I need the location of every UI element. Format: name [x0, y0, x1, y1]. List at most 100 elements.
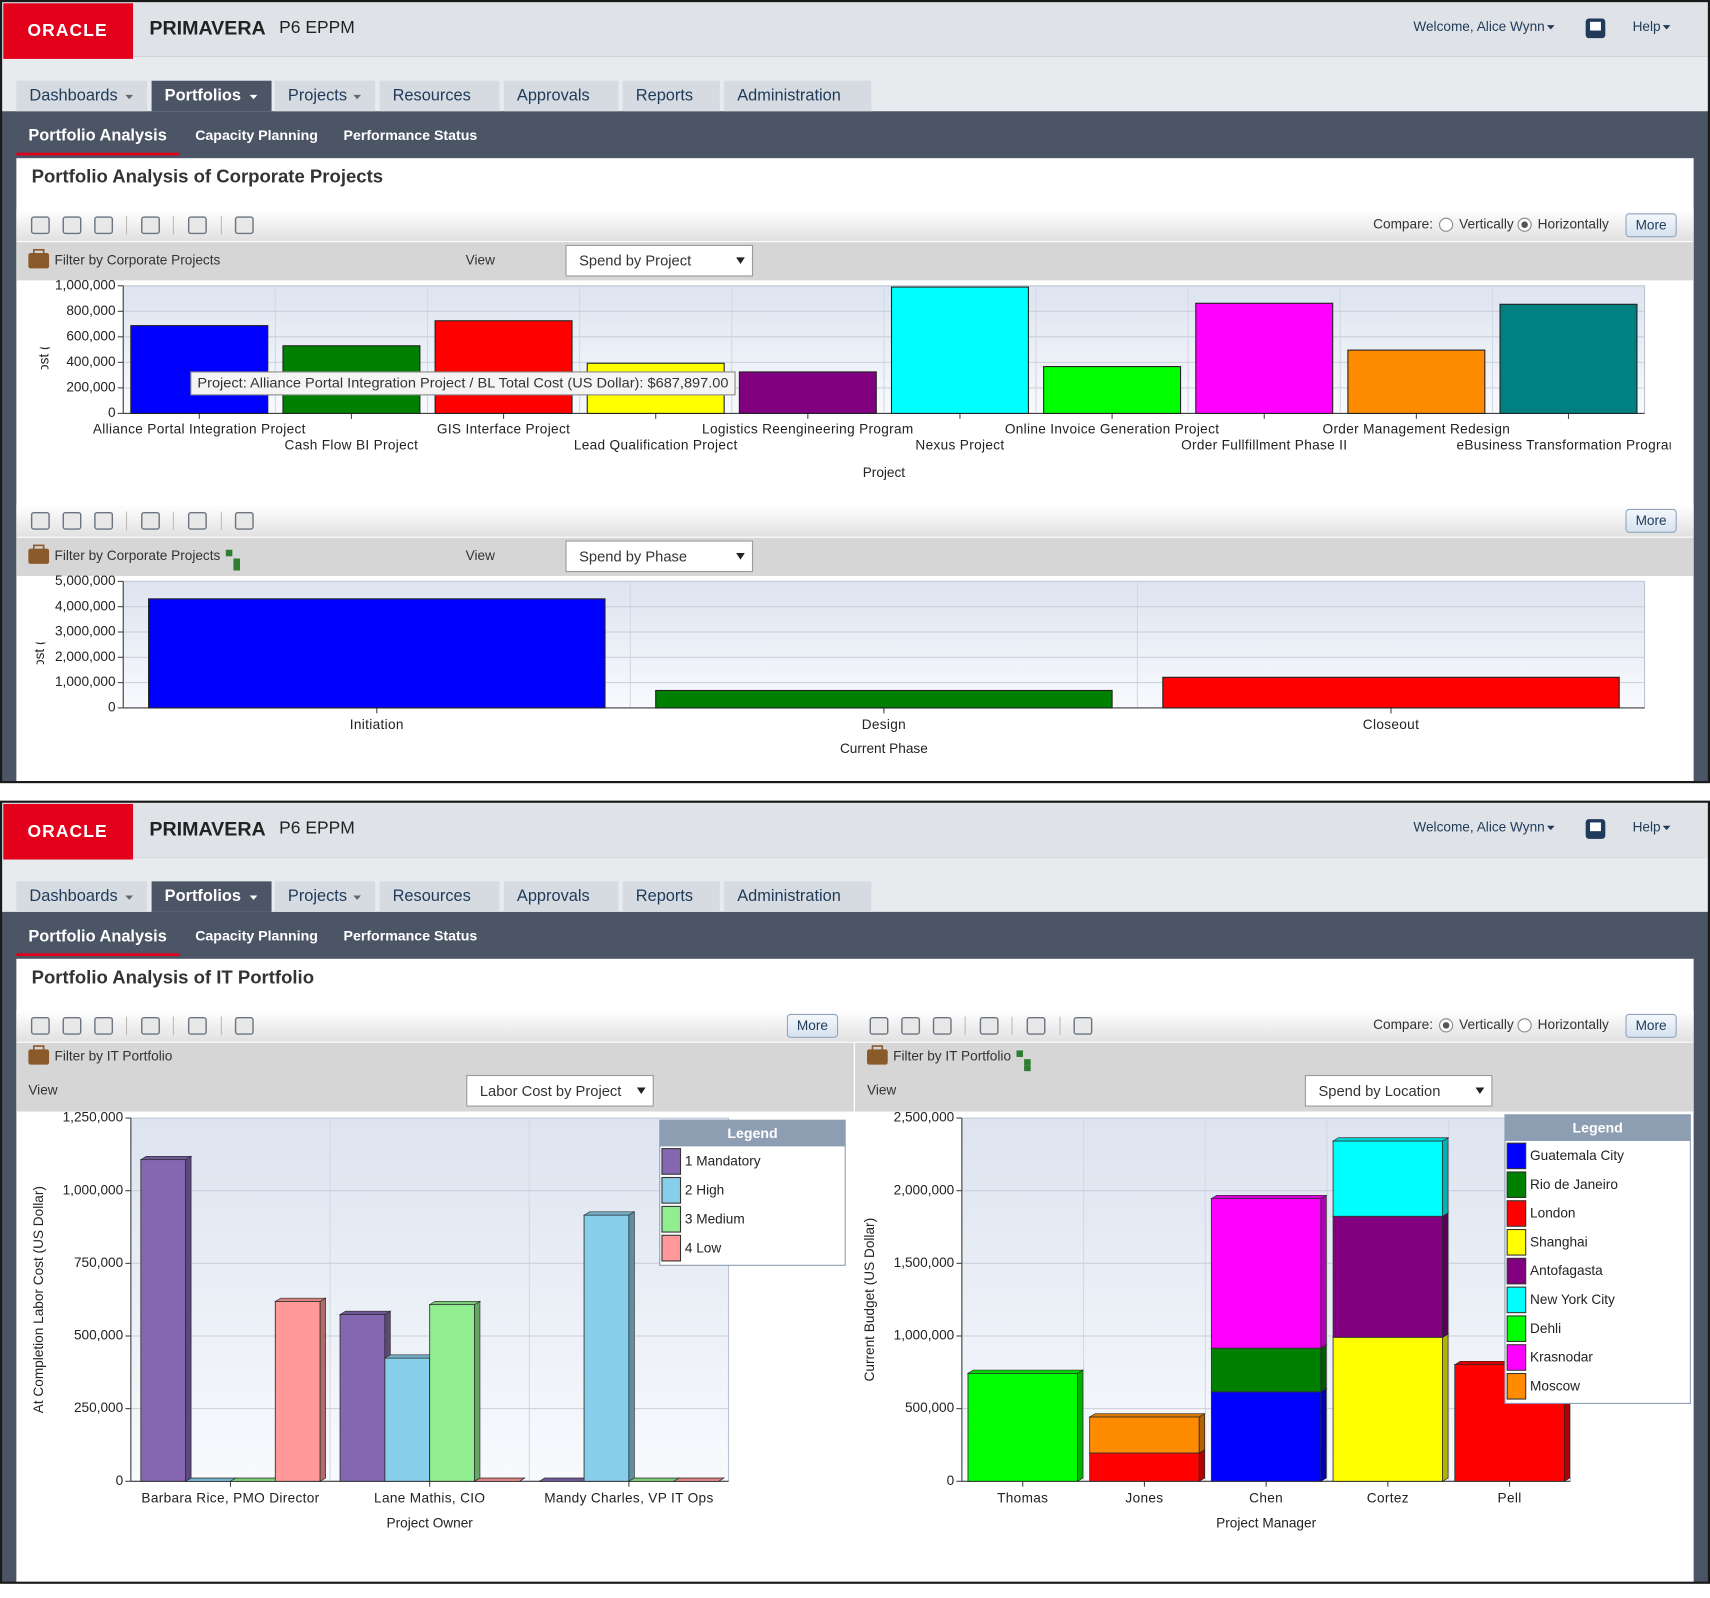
- nav-tab-label[interactable]: Administration: [737, 887, 841, 905]
- more-button-label[interactable]: More: [797, 1018, 828, 1033]
- welcome-menu[interactable]: Welcome, Alice Wynn: [1413, 19, 1544, 34]
- toolbar-icon[interactable]: [62, 1016, 82, 1035]
- nav-tab[interactable]: [16, 80, 148, 112]
- toolbar-icon[interactable]: [234, 511, 254, 530]
- toolbar-icon[interactable]: [187, 216, 207, 235]
- more-button-label[interactable]: More: [1636, 1018, 1667, 1033]
- view-select-value[interactable]: Spend by Phase: [579, 549, 687, 565]
- select-arrow: [636, 1087, 646, 1095]
- toolbar-icon[interactable]: [869, 1016, 889, 1035]
- nav-tab[interactable]: [503, 881, 619, 912]
- legend-label: 2 High: [685, 1182, 724, 1197]
- bar: [140, 1159, 187, 1482]
- compare-option[interactable]: Vertically: [1459, 216, 1514, 231]
- nav-tab-label[interactable]: Projects: [288, 887, 347, 905]
- toolbar-icon[interactable]: [30, 511, 50, 530]
- sub-tab[interactable]: Portfolio Analysis: [28, 127, 166, 145]
- welcome-menu[interactable]: Welcome, Alice Wynn: [1413, 819, 1544, 834]
- toolbar-icon[interactable]: [1073, 1016, 1093, 1035]
- more-button[interactable]: [786, 1013, 839, 1038]
- view-select[interactable]: [565, 540, 754, 573]
- filter-label[interactable]: Filter by Corporate Projects: [55, 548, 221, 563]
- bar-side: [319, 1297, 326, 1482]
- view-select[interactable]: [466, 1074, 654, 1107]
- toolbar-icon[interactable]: [94, 216, 114, 235]
- toolbar-icon[interactable]: [1026, 1016, 1046, 1035]
- sub-tab[interactable]: Capacity Planning: [195, 929, 318, 945]
- nav-tab-label[interactable]: Reports: [636, 887, 693, 905]
- toolbar-icon[interactable]: [62, 216, 82, 235]
- more-button[interactable]: [1625, 508, 1677, 533]
- help-menu[interactable]: Help: [1633, 819, 1661, 834]
- compare-option[interactable]: Vertically: [1459, 1017, 1514, 1032]
- radio-button[interactable]: [1438, 217, 1454, 232]
- view-select-value[interactable]: Spend by Location: [1318, 1084, 1440, 1100]
- nav-tab-label[interactable]: Resources: [393, 887, 471, 905]
- more-button[interactable]: [1625, 1013, 1677, 1038]
- nav-tab-label[interactable]: Reports: [636, 86, 693, 104]
- nav-tab-label[interactable]: Projects: [288, 86, 347, 104]
- x-tick-label: Order Management Redesign: [1323, 421, 1511, 436]
- nav-tab-label[interactable]: Portfolios: [165, 887, 241, 905]
- header-bar: [2, 2, 1708, 57]
- sub-tab[interactable]: Performance Status: [344, 128, 478, 144]
- nav-tab[interactable]: [16, 881, 148, 912]
- hierarchy-icon[interactable]: [225, 549, 233, 557]
- filter-label[interactable]: Filter by IT Portfolio: [55, 1049, 173, 1064]
- toolbar-icon[interactable]: [94, 511, 114, 530]
- legend-label: Antofagasta: [1530, 1263, 1603, 1278]
- sub-tab[interactable]: Portfolio Analysis: [28, 927, 166, 945]
- nav-tab[interactable]: [622, 881, 720, 912]
- nav-tab-label[interactable]: Dashboards: [29, 887, 117, 905]
- nav-tab-label[interactable]: Resources: [393, 86, 471, 104]
- view-select-value[interactable]: Spend by Project: [579, 254, 691, 270]
- view-select[interactable]: [1304, 1074, 1493, 1107]
- toolbar-icon[interactable]: [141, 511, 160, 530]
- filter-icon[interactable]: [28, 1049, 50, 1065]
- more-button-label[interactable]: More: [1636, 513, 1667, 528]
- toolbar-icon[interactable]: [234, 1016, 254, 1035]
- nav-tab-label[interactable]: Approvals: [517, 86, 590, 104]
- x-tick-label: Alliance Portal Integration Project: [93, 421, 306, 436]
- toolbar-icon[interactable]: [141, 1016, 160, 1035]
- help-menu[interactable]: Help: [1633, 19, 1661, 34]
- filter-label[interactable]: Filter by Corporate Projects: [55, 252, 221, 267]
- toolbar-icon[interactable]: [141, 216, 160, 235]
- nav-tab[interactable]: [724, 80, 872, 112]
- sub-tab-underline: [16, 953, 180, 957]
- compare-option[interactable]: Horizontally: [1538, 216, 1609, 231]
- toolbar-icon[interactable]: [234, 216, 254, 235]
- toolbar-icon[interactable]: [187, 511, 207, 530]
- nav-tab[interactable]: [379, 881, 500, 912]
- toolbar-icon[interactable]: [187, 1016, 207, 1035]
- toolbar-icon[interactable]: [901, 1016, 921, 1035]
- nav-tab-label[interactable]: Administration: [737, 86, 841, 104]
- bar-top: [1331, 1137, 1450, 1142]
- compare-option[interactable]: Horizontally: [1538, 1017, 1609, 1032]
- filter-icon[interactable]: [28, 253, 50, 269]
- filter-icon[interactable]: [28, 548, 50, 564]
- more-button[interactable]: [1625, 213, 1677, 238]
- view-select[interactable]: [565, 244, 754, 277]
- filter-label[interactable]: Filter by IT Portfolio: [893, 1049, 1011, 1064]
- toolbar-icon[interactable]: [30, 216, 50, 235]
- nav-tab[interactable]: [622, 80, 720, 112]
- toolbar-icon[interactable]: [94, 1016, 114, 1035]
- nav-tab-label[interactable]: Dashboards: [29, 86, 117, 104]
- sub-tab[interactable]: Performance Status: [344, 929, 478, 945]
- toolbar-icon[interactable]: [932, 1016, 952, 1035]
- hierarchy-icon[interactable]: [1016, 1050, 1024, 1057]
- toolbar-icon[interactable]: [30, 1016, 50, 1035]
- radio-button[interactable]: [1517, 1018, 1532, 1033]
- nav-tab-label[interactable]: Portfolios: [165, 86, 241, 104]
- toolbar-icon[interactable]: [62, 511, 82, 530]
- nav-tab[interactable]: [724, 881, 872, 912]
- view-select-value[interactable]: Labor Cost by Project: [480, 1084, 622, 1100]
- nav-tab-label[interactable]: Approvals: [517, 887, 590, 905]
- toolbar-icon[interactable]: [979, 1016, 999, 1035]
- filter-icon[interactable]: [866, 1049, 888, 1065]
- nav-tab[interactable]: [379, 80, 500, 112]
- sub-tab[interactable]: Capacity Planning: [195, 128, 318, 144]
- nav-tab[interactable]: [503, 80, 619, 112]
- more-button-label[interactable]: More: [1636, 217, 1667, 232]
